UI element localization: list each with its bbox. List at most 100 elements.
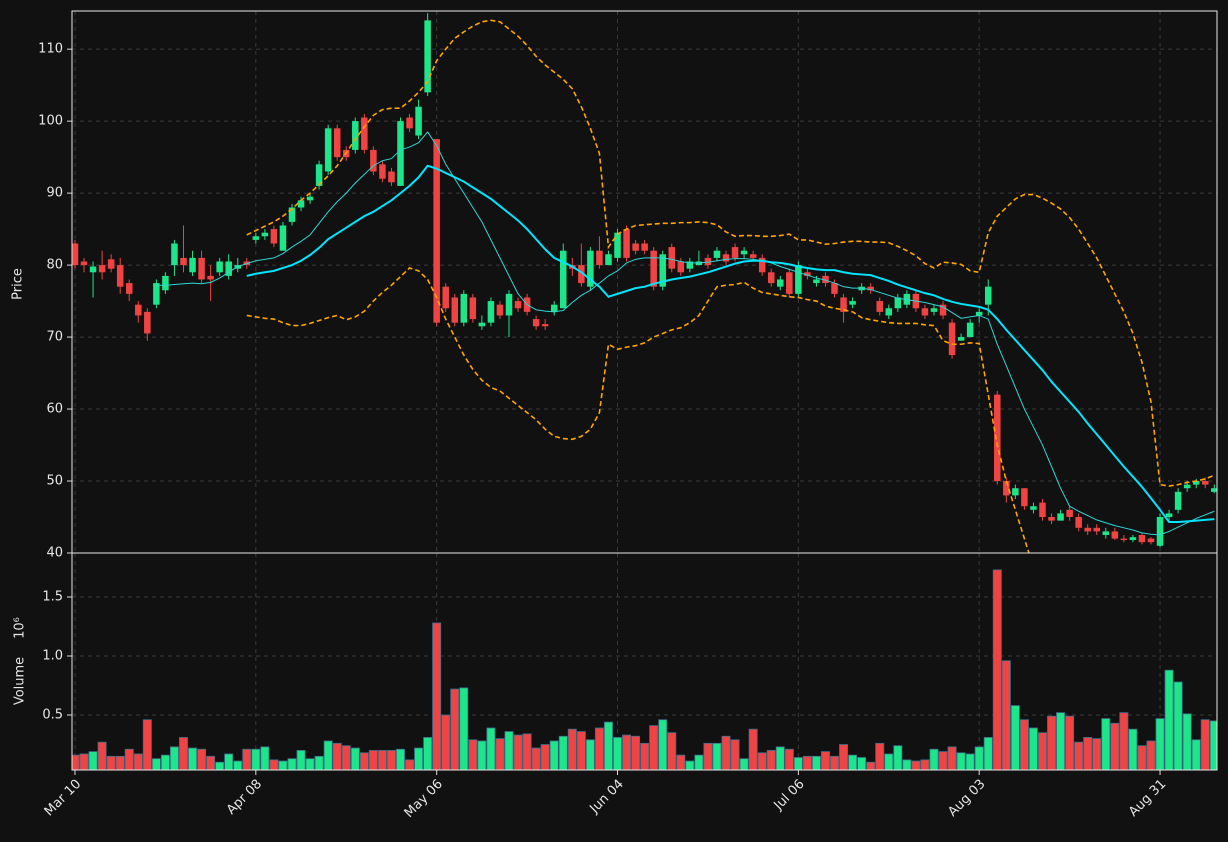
candle-body: [876, 301, 883, 312]
candle-body: [451, 297, 459, 323]
volume-bar: [1056, 712, 1066, 770]
volume-bar: [215, 761, 225, 770]
candle-body: [442, 286, 449, 309]
volume-bar: [658, 719, 668, 770]
volume-bar: [1182, 713, 1192, 770]
candle-body: [72, 243, 79, 266]
candle-body: [261, 232, 269, 237]
candle-body: [397, 121, 404, 186]
candle-body: [1066, 509, 1073, 518]
volume-bar: [622, 734, 632, 770]
candle-body: [198, 257, 205, 280]
volume-bar: [72, 754, 80, 770]
volume-bar: [188, 747, 198, 770]
volume-bar: [405, 759, 415, 770]
indicator-line: [156, 131, 1215, 536]
candle-body: [460, 293, 468, 323]
volume-bar: [305, 758, 315, 770]
candle-body: [795, 265, 802, 294]
candle-body: [930, 308, 938, 312]
candle-body: [361, 117, 368, 150]
candle-body: [532, 319, 540, 327]
volume-bar: [920, 759, 930, 770]
candle-body: [1183, 484, 1191, 489]
x-tick-label: May 06: [402, 777, 446, 821]
volume-bar: [594, 727, 604, 770]
price-frame: [71, 10, 1218, 554]
volume-bar: [151, 758, 161, 770]
volume-bar: [233, 760, 243, 770]
candle-body: [1003, 481, 1010, 496]
volume-bar: [296, 750, 306, 770]
volume-bar: [269, 759, 279, 770]
candle-body: [1084, 527, 1091, 532]
candle-body: [767, 272, 775, 284]
volume-bar: [1209, 720, 1217, 770]
candle-body: [1129, 537, 1137, 541]
y-tick-label: 80: [46, 258, 63, 273]
candle-body: [957, 337, 965, 341]
candle-body: [505, 293, 513, 316]
volume-bar: [79, 753, 89, 770]
candle-body: [939, 304, 947, 316]
volume-bar: [242, 748, 252, 770]
volume-bar: [739, 758, 749, 770]
volume-panel: [72, 569, 1217, 770]
volume-bar: [585, 739, 595, 770]
volume-bar: [1019, 719, 1029, 770]
candle-body: [894, 297, 902, 309]
candle-body: [740, 250, 748, 255]
volume-bar: [848, 754, 858, 770]
volume-bar: [179, 737, 188, 770]
volume-bar: [1047, 715, 1056, 770]
volume-bar: [766, 750, 776, 770]
volume-bar: [423, 737, 433, 770]
volume-bar: [676, 754, 686, 770]
volume-bar: [1200, 719, 1210, 770]
volume-frame: [71, 552, 1218, 771]
candle-body: [315, 164, 323, 186]
candle-body: [948, 322, 956, 356]
x-tick-label: Mar 10: [42, 777, 85, 820]
candle-body: [125, 283, 133, 294]
candle-body: [777, 279, 784, 287]
volume-bar: [124, 748, 134, 770]
candle-body: [632, 243, 639, 251]
candle-body: [180, 257, 187, 266]
candle-body: [813, 279, 820, 284]
candle-body: [306, 196, 314, 201]
candle-body: [433, 139, 440, 323]
volume-bar: [278, 760, 288, 770]
volume-bar: [115, 755, 125, 770]
volume-bar: [1164, 669, 1174, 770]
volume-bar: [142, 719, 152, 770]
volume-bar: [1038, 732, 1047, 770]
candle-body: [270, 229, 278, 244]
volume-bar: [640, 742, 650, 770]
volume-bar: [631, 735, 641, 770]
volume-bar: [513, 734, 523, 770]
candle-body: [1075, 517, 1082, 528]
candle-body: [578, 265, 585, 284]
volume-bar: [902, 759, 912, 770]
volume-offset-label: 10⁶: [13, 617, 28, 639]
candle-body: [713, 250, 721, 258]
candle-body: [1048, 517, 1055, 521]
candle-body: [831, 283, 838, 294]
x-tick-label: Aug 03: [945, 777, 988, 820]
volume-bar: [1092, 738, 1102, 770]
volume-bar: [522, 733, 532, 770]
candle-body: [1057, 513, 1064, 521]
volume-bar: [1191, 739, 1201, 770]
volume-bar: [721, 735, 731, 770]
indicator-line: [246, 19, 1215, 487]
volume-bar: [1010, 705, 1020, 770]
volume-bar: [224, 753, 234, 770]
volume-bar: [694, 754, 704, 770]
candle-body: [252, 236, 260, 240]
volume-bar: [793, 757, 803, 770]
volume-bar: [576, 731, 586, 770]
candle-body: [469, 297, 477, 320]
candle-body: [605, 254, 612, 266]
